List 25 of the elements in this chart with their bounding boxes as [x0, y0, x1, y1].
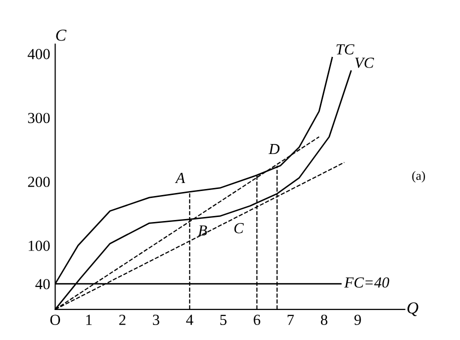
series-label: FC=40: [344, 277, 390, 288]
x-tick-label: O: [50, 314, 60, 326]
x-tick-label: 6: [254, 314, 260, 326]
y-tick-label: 300: [28, 112, 50, 124]
x-axis-title: Q: [407, 302, 418, 316]
y-tick-label: 100: [28, 240, 50, 251]
annotation: A: [174, 172, 186, 184]
y-tick-label: 400: [28, 48, 50, 60]
x-tick-label: 8: [320, 314, 328, 326]
y-tick-label: 40: [35, 278, 50, 290]
x-tick-label: 1: [86, 314, 92, 325]
y-axis-title: C: [56, 30, 66, 41]
series-label: VC: [355, 58, 374, 68]
annotation: B: [198, 225, 207, 236]
x-tick-label: 7: [288, 314, 294, 325]
annotation: C: [234, 223, 244, 234]
x-tick-label: 3: [152, 314, 160, 326]
text: (a): [412, 171, 425, 182]
x-tick-label: 5: [220, 314, 226, 326]
series-label: TC: [336, 44, 354, 55]
x-tick-label: 9: [354, 314, 361, 326]
x-tick-label: 4: [186, 314, 194, 325]
annotation: D: [268, 144, 280, 154]
y-tick-label: 200: [28, 176, 50, 188]
x-tick-label: 2: [119, 314, 126, 325]
